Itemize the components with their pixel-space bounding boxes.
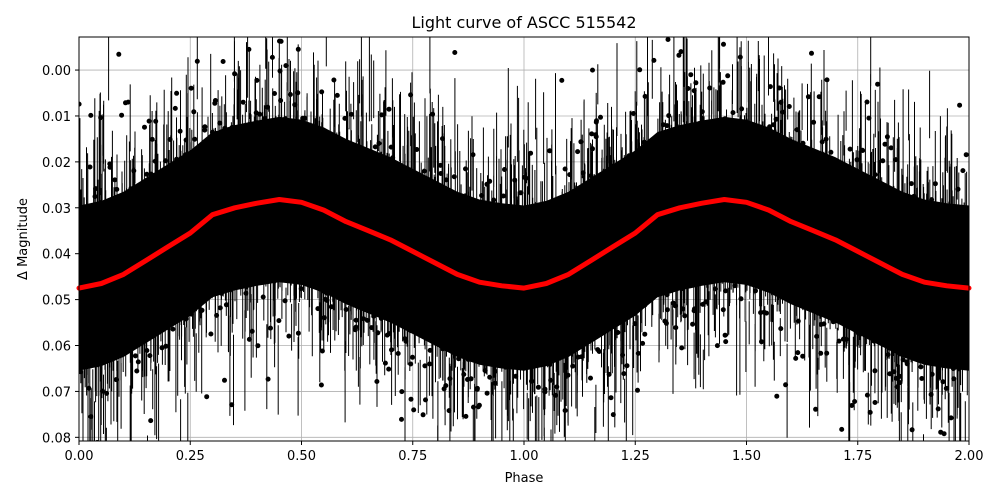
y-tick-label: 0.00 <box>42 64 71 79</box>
x-tick-label: 0.75 <box>398 449 427 464</box>
x-axis-label: Phase <box>505 471 544 486</box>
observation-points <box>79 37 969 441</box>
y-tick-label: 0.01 <box>42 110 71 125</box>
y-tick-label: 0.02 <box>42 156 71 171</box>
model-curve <box>76 197 972 291</box>
x-tick-label: 0.25 <box>176 449 205 464</box>
x-axis-ticks: 0.00 0.25 0.50 0.75 1.00 1.25 1.50 1.75 2.00 <box>65 441 984 464</box>
y-tick-label: 0.08 <box>42 431 71 446</box>
x-tick-label: 1.75 <box>843 449 872 464</box>
y-tick-label: 0.06 <box>42 340 71 355</box>
y-axis-label: Δ Magnitude <box>16 198 31 280</box>
y-tick-label: 0.04 <box>42 248 71 263</box>
y-tick-label: 0.07 <box>42 385 71 400</box>
x-tick-label: 1.50 <box>732 449 761 464</box>
x-tick-label: 0.00 <box>65 449 94 464</box>
x-tick-label: 1.25 <box>621 449 650 464</box>
chart-title: Light curve of ASCC 515542 <box>411 13 636 32</box>
y-tick-label: 0.05 <box>42 294 71 309</box>
x-tick-label: 1.00 <box>510 449 539 464</box>
plot-area <box>76 36 972 442</box>
y-axis-ticks: 0.00 0.01 0.02 0.03 0.04 0.05 0.06 0.07 0.08 <box>42 64 79 446</box>
y-tick-label: 0.03 <box>42 202 71 217</box>
x-tick-label: 0.50 <box>287 449 316 464</box>
x-tick-label: 2.00 <box>955 449 984 464</box>
